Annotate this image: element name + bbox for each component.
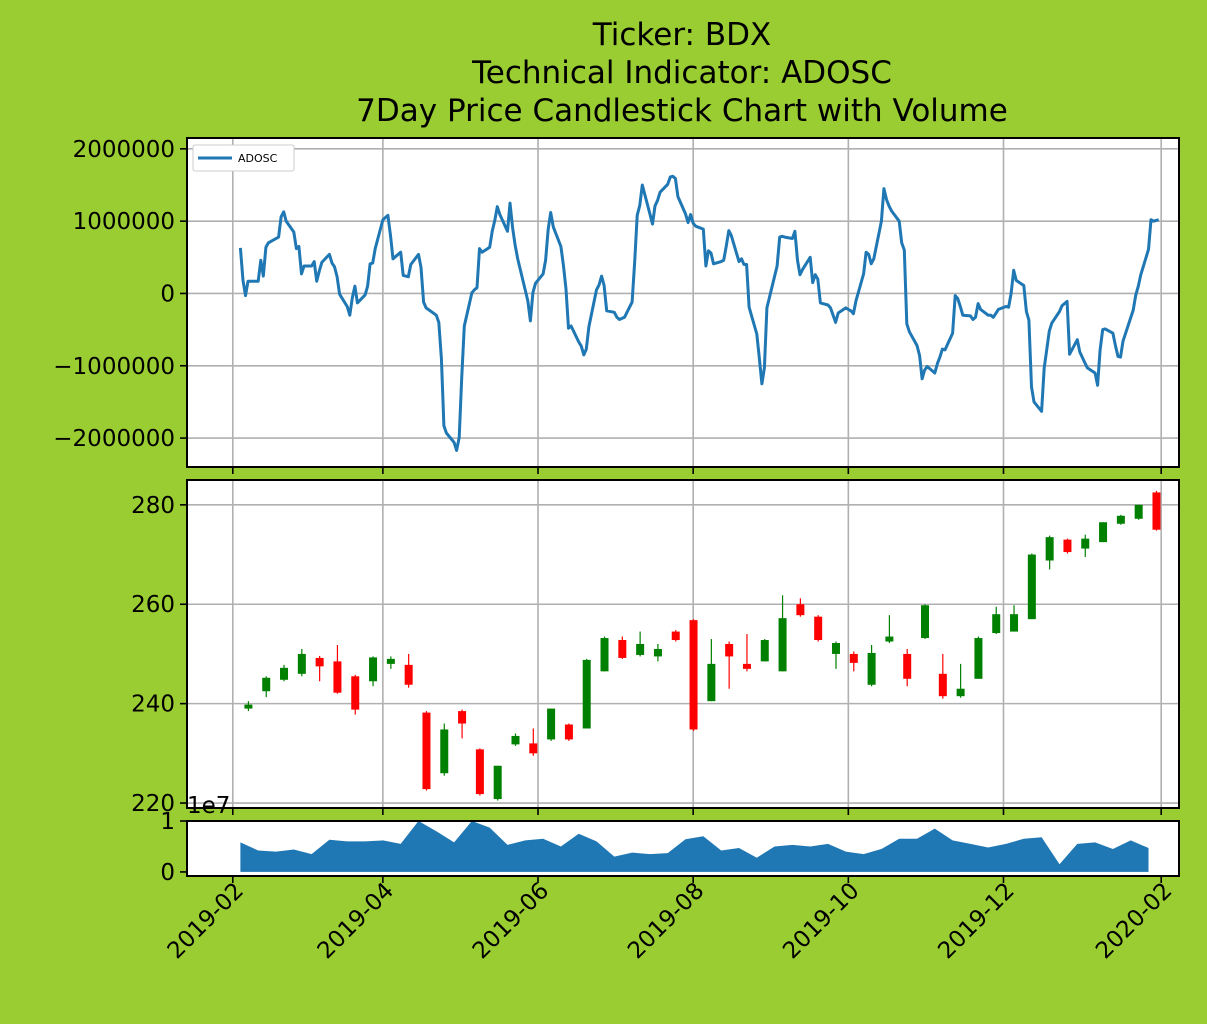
candle-body-down [618, 640, 627, 658]
candle-body-up [440, 729, 449, 774]
candle-body-up [297, 653, 306, 674]
chart-subtitle-indicator: Technical Indicator: ADOSC [471, 55, 892, 91]
candle-body-up [1116, 515, 1125, 524]
indicator-y-tick-label: −2000000 [53, 426, 175, 452]
candle-body-up [262, 677, 271, 692]
candle-body-down [458, 711, 467, 724]
candle-body-down [671, 631, 680, 641]
candle-body-up [921, 605, 930, 639]
legend-box [192, 144, 295, 172]
candle-body-down [742, 663, 751, 669]
candle-body-up [867, 652, 876, 685]
indicator-panel: −2000000 −1000000 0 1000000 2000000 [53, 137, 1180, 474]
indicator-plot-area [187, 138, 1179, 467]
price-y-tick-label: 240 [131, 692, 175, 718]
candle-body-up [280, 667, 289, 680]
candle-body-down [814, 616, 823, 641]
candle-body-up [1010, 614, 1019, 632]
candle-body-up [974, 638, 983, 679]
indicator-y-tick-label: 1000000 [73, 209, 175, 235]
candle-body-up [992, 614, 1001, 634]
volume-area [240, 821, 1149, 872]
candle-body-down [725, 644, 734, 657]
candle-body-up [778, 618, 787, 672]
adosc-series-line [238, 174, 1160, 452]
candle-body-up [511, 735, 520, 745]
candle-body-up [1081, 538, 1090, 549]
candle-body-up [1134, 504, 1143, 519]
candle-body-down [529, 743, 538, 754]
candle-body-up [1045, 537, 1054, 561]
legend-label-adosc: ADOSC [238, 152, 278, 165]
indicator-frame [186, 137, 1180, 468]
candle-body-up [1099, 522, 1108, 543]
volume-frame [186, 820, 1180, 877]
candle-body-down [903, 653, 912, 679]
indicator-y-tick-label: −1000000 [53, 354, 175, 380]
candle-body-down [475, 749, 484, 795]
candle-body-up [547, 708, 556, 740]
legend: ADOSC [192, 144, 295, 172]
volume-scale-label: 1e7 [187, 793, 230, 819]
candle-body-down [564, 724, 573, 740]
indicator-y-tick-label: 0 [160, 281, 175, 307]
candle-body-up [1027, 554, 1036, 620]
candle-body-up [600, 638, 609, 672]
chart-subtitle-description: 7Day Price Candlestick Chart with Volume [356, 93, 1008, 129]
candle-body-down [315, 657, 324, 667]
volume-y-tick-label: 0 [160, 860, 175, 886]
candle-body-down [1063, 539, 1072, 553]
candle-body-down [422, 712, 431, 790]
candle-body-up [493, 765, 502, 800]
price-panel: 220 240 260 280 [131, 479, 1180, 817]
price-y-tick-label: 260 [131, 592, 175, 618]
candle-body-down [404, 664, 413, 685]
candle-body-up [707, 663, 716, 702]
candle-body-down [351, 676, 360, 710]
price-frame [186, 479, 1180, 809]
candle-body-up [636, 644, 645, 655]
candle-body-up [244, 704, 253, 709]
candle-body-up [760, 640, 769, 662]
candle-body-up [831, 643, 840, 654]
candle-body-down [333, 661, 342, 693]
candle-body-down [796, 604, 805, 616]
price-y-tick-label: 280 [131, 493, 175, 519]
candle-body-up [653, 648, 662, 657]
volume-y-tick-label: 1 [160, 809, 175, 835]
candle-body-up [885, 636, 894, 642]
chart-title: Ticker: BDX [592, 17, 771, 53]
price-plot-area [187, 480, 1179, 808]
candle-body-up [956, 688, 965, 697]
candle-body-up [386, 658, 395, 664]
candle-body-down [849, 653, 858, 663]
candle-body-down [689, 620, 698, 730]
candle-body-up [582, 659, 591, 729]
candle-body-down [1152, 492, 1161, 530]
indicator-y-tick-label: 2000000 [73, 137, 175, 163]
candle-body-up [369, 657, 378, 682]
price-y-tick-label: 220 [131, 791, 175, 817]
candle-body-down [938, 673, 947, 697]
